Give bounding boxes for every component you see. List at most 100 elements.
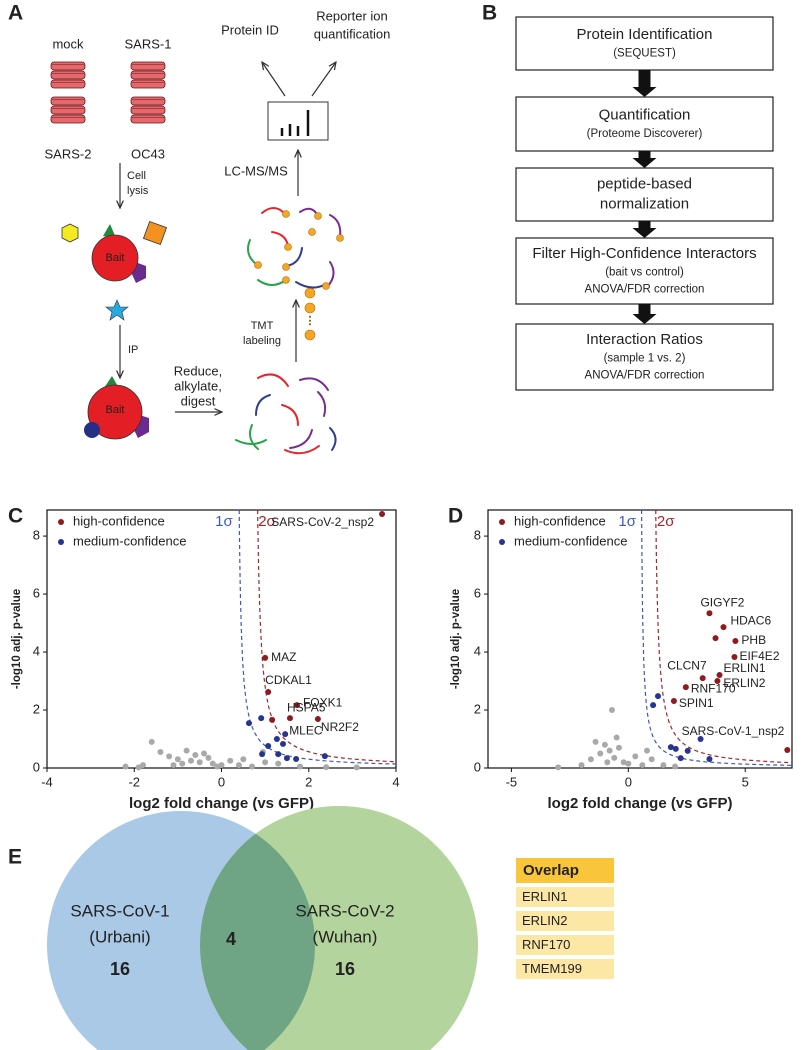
- data-point: [187, 757, 194, 764]
- flow-arrow: [632, 304, 657, 324]
- data-point: [148, 738, 155, 745]
- panel-label: C: [8, 505, 23, 528]
- pipeline-text: Quantification: [599, 106, 691, 123]
- dish: [130, 61, 166, 71]
- pipeline-text: (SEQUEST): [613, 48, 676, 60]
- data-point: [784, 747, 791, 754]
- data-point: [321, 753, 328, 760]
- data-point: [613, 734, 620, 741]
- y-tick-label: 8: [474, 528, 481, 543]
- data-point: [712, 635, 719, 642]
- pipeline-text: (sample 1 vs. 2): [604, 353, 686, 365]
- set-name: SARS-CoV-1: [70, 901, 169, 920]
- data-point: [716, 671, 723, 678]
- y-tick-label: 4: [33, 643, 40, 658]
- panel-label: E: [8, 846, 22, 869]
- step-label: TMT: [251, 320, 274, 332]
- data-point: [655, 693, 662, 700]
- point-label: ERLIN1: [724, 661, 766, 675]
- data-point: [639, 762, 646, 769]
- point-label: SARS-CoV-2_nsp2: [271, 515, 374, 529]
- point-label: PHB: [741, 633, 766, 647]
- step-label: lysis: [127, 185, 149, 197]
- data-point: [672, 763, 679, 770]
- data-point: [632, 753, 639, 760]
- data-point: [667, 744, 674, 751]
- data-point: [209, 760, 216, 767]
- data-point: [670, 698, 677, 705]
- data-point: [249, 763, 256, 770]
- data-point: [273, 736, 280, 743]
- data-point: [280, 740, 287, 747]
- point-label: HSPA5: [287, 700, 326, 714]
- x-tick-label: -5: [506, 774, 518, 789]
- data-point: [615, 744, 622, 751]
- point-label: MLEC: [289, 723, 323, 737]
- data-point: [592, 738, 599, 745]
- dish: [130, 114, 166, 124]
- legend-marker: [499, 519, 505, 525]
- culture-dishes: [50, 61, 166, 124]
- sample-label: SARS-1: [125, 36, 172, 51]
- pipeline-text: ANOVA/FDR correction: [585, 370, 705, 382]
- output-label: quantification: [314, 26, 391, 41]
- step-label: digest: [181, 393, 216, 408]
- data-point: [720, 624, 727, 631]
- bait-label: Bait: [106, 404, 125, 416]
- data-point: [135, 764, 142, 771]
- data-point: [731, 653, 738, 660]
- table-cell: ERLIN1: [522, 889, 568, 904]
- table-cell: ERLIN2: [522, 913, 568, 928]
- legend-marker: [58, 519, 64, 525]
- dish: [50, 70, 86, 80]
- data-point: [275, 760, 282, 767]
- data-point: [240, 756, 247, 763]
- data-point: [578, 762, 585, 769]
- x-tick-label: 0: [218, 774, 225, 789]
- data-point: [269, 716, 276, 723]
- table-cell: TMEM199: [522, 961, 582, 976]
- data-point: [179, 760, 186, 767]
- pipeline-box: [515, 96, 774, 152]
- x-axis-label: log2 fold change (vs GFP): [129, 795, 314, 812]
- y-tick-label: 8: [33, 528, 40, 543]
- panel-label: A: [8, 2, 23, 25]
- step-label: IP: [128, 344, 138, 356]
- data-point: [201, 750, 208, 757]
- y-tick-label: 6: [474, 586, 481, 601]
- dish: [130, 105, 166, 115]
- data-point: [682, 684, 689, 691]
- table-cell: RNF170: [522, 937, 570, 952]
- plot-frame: [487, 509, 793, 769]
- data-point: [293, 702, 300, 709]
- table-row: [516, 887, 614, 907]
- data-point: [205, 754, 212, 761]
- point-label: NR2F2: [321, 720, 359, 734]
- threshold-label: 1σ: [618, 513, 636, 530]
- arrow: [311, 62, 336, 97]
- overlap-count: 4: [226, 929, 236, 949]
- legend-label: high-confidence: [514, 513, 606, 528]
- data-point: [648, 756, 655, 763]
- peptide-fragments: [235, 373, 337, 455]
- table-row: [516, 911, 614, 931]
- step-label: alkylate,: [174, 378, 222, 393]
- y-tick-label: 0: [33, 759, 40, 774]
- x-tick-label: 5: [742, 774, 749, 789]
- data-point: [379, 511, 386, 518]
- data-point: [227, 757, 234, 764]
- data-point: [620, 759, 627, 766]
- volcano-plots: 0 2 4 6 8 -4 -2 0 2 4 log2 fold change (vs GFP) -lo…: [11, 509, 793, 812]
- panel-label: B: [482, 2, 497, 25]
- threshold-curve: [655, 510, 793, 764]
- point-label: HDAC6: [730, 613, 771, 627]
- data-point: [697, 736, 704, 743]
- point-label: EIF4E2: [739, 649, 779, 663]
- dish: [50, 105, 86, 115]
- data-point: [684, 747, 691, 754]
- data-point: [293, 756, 300, 763]
- data-point: [601, 741, 608, 748]
- pipeline-text: Filter High-Confidence Interactors: [532, 245, 756, 262]
- data-point: [283, 755, 290, 762]
- set-count: 16: [335, 959, 355, 979]
